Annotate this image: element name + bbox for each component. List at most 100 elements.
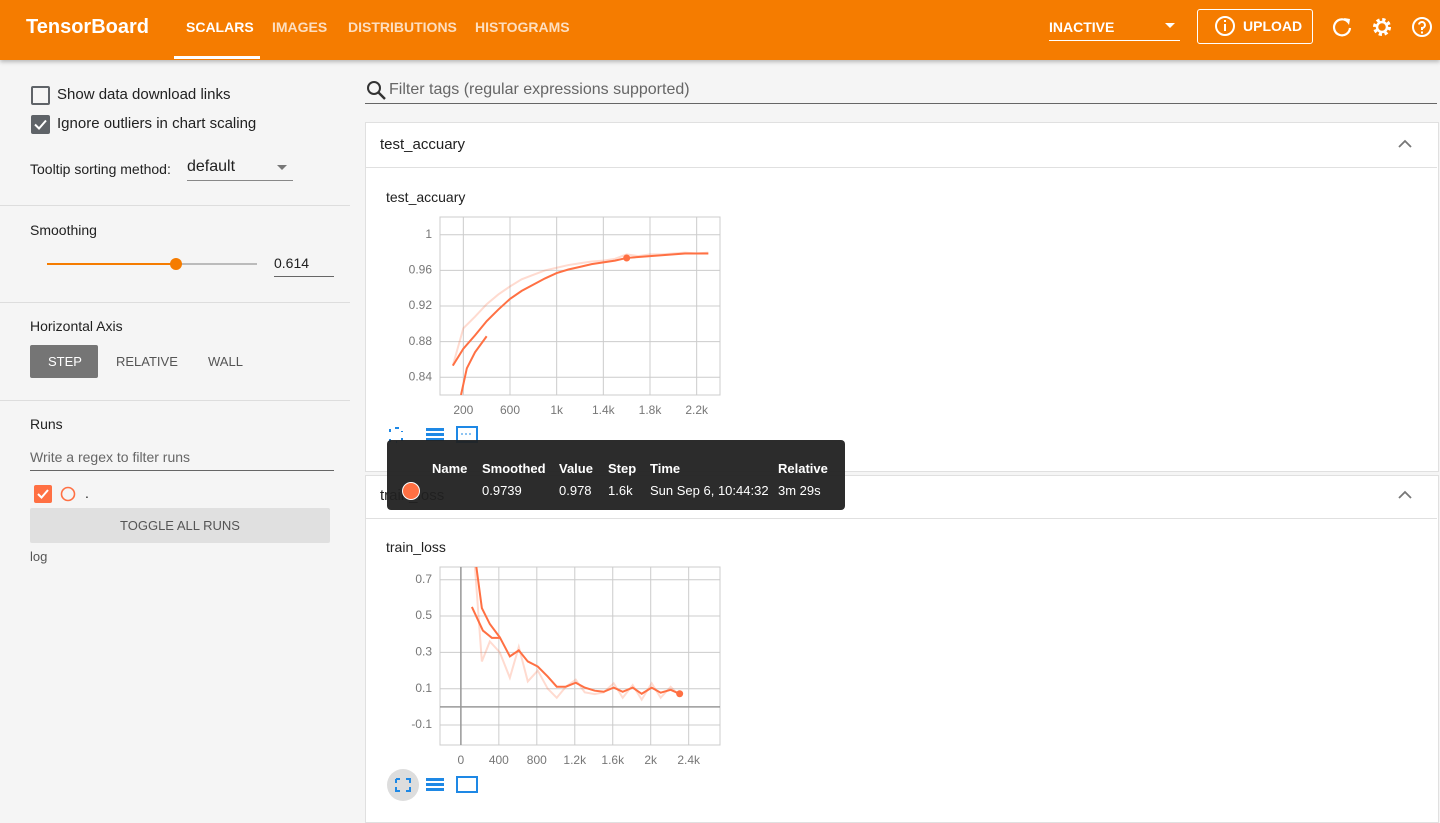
run-name: . <box>85 485 89 501</box>
x-tick-label: 0 <box>458 753 465 767</box>
divider <box>0 302 350 303</box>
input-underline <box>30 470 334 471</box>
tooltip-header: Time <box>650 461 681 476</box>
search-icon <box>367 81 386 100</box>
axis-option[interactable]: WALL <box>208 354 243 369</box>
help-icon[interactable] <box>1411 16 1433 38</box>
axis-option[interactable]: RELATIVE <box>116 354 178 369</box>
y-tick-label: 0.92 <box>409 298 433 312</box>
tab-indicator <box>174 56 260 59</box>
y-tick-label: 0.88 <box>409 334 433 348</box>
chart: 200 600 1k 1.4k 1.8k 2.2k 0.84 0.88 0.92 0.96 1 <box>409 216 721 417</box>
line-series <box>473 567 681 702</box>
x-tick-label: 200 <box>453 403 473 417</box>
run-mode[interactable]: INACTIVE <box>1049 19 1115 35</box>
line-series <box>475 567 681 695</box>
chart-title: test_accuary <box>386 189 466 205</box>
toggle-all-label[interactable]: TOGGLE ALL RUNS <box>120 518 240 533</box>
line-series <box>451 251 709 366</box>
x-tick-label: 2k <box>644 753 658 767</box>
tooltip: Name Smoothed Value Step Time Relative 0… <box>387 440 845 510</box>
settings-icon[interactable] <box>1371 16 1393 38</box>
slider-fill <box>47 263 176 265</box>
x-tick-label: 1.2k <box>563 753 587 767</box>
tooltip-header: Name <box>432 461 468 476</box>
runs-filter[interactable]: Write a regex to filter runs <box>30 449 191 465</box>
y-tick-label: -0.1 <box>411 717 432 731</box>
x-tick-label: 1k <box>550 403 564 417</box>
y-tick-label: 0.3 <box>415 645 432 659</box>
tab[interactable]: SCALARS <box>186 19 254 35</box>
tooltip-cell: Sun Sep 6, 10:44:32 <box>650 483 769 498</box>
card-divider <box>365 518 1437 519</box>
card-divider <box>365 167 1437 168</box>
y-tick-label: 0.7 <box>415 572 432 586</box>
card <box>365 475 1439 823</box>
dropdown-underline <box>1049 40 1180 41</box>
y-tick-label: 0.96 <box>409 263 433 277</box>
tooltip-cell: 1.6k <box>608 483 633 498</box>
refresh-icon[interactable] <box>1331 16 1353 38</box>
tooltip-header: Smoothed <box>482 461 546 476</box>
log-dir: log <box>30 549 48 564</box>
tooltip-sort-value[interactable]: default <box>187 158 236 175</box>
line-series <box>451 252 709 367</box>
y-tick-label: 1 <box>425 227 432 241</box>
divider <box>0 400 350 401</box>
tooltip-header: Relative <box>778 461 828 476</box>
input-underline <box>365 103 1437 104</box>
x-tick-label: 800 <box>527 753 547 767</box>
checkbox-label: Ignore outliers in chart scaling <box>57 115 257 132</box>
tooltip-header: Value <box>559 461 593 476</box>
axis-label: Horizontal Axis <box>30 318 123 334</box>
y-tick-label: 0.1 <box>415 681 432 695</box>
run-checkbox[interactable] <box>34 485 52 503</box>
run-color[interactable] <box>60 486 76 502</box>
x-tick-label: 2.2k <box>685 403 709 417</box>
tooltip-sort-label: Tooltip sorting method: <box>30 161 171 177</box>
tab[interactable]: DISTRIBUTIONS <box>348 19 457 35</box>
chart: 0 400 800 1.2k 1.6k 2k 2.4k -0.1 0.1 0.3 0.5 0.7 <box>411 566 721 767</box>
tab[interactable]: HISTOGRAMS <box>475 19 570 35</box>
last-point <box>676 690 684 698</box>
dropdown-arrow <box>1165 23 1175 28</box>
card-title[interactable]: test_accuary <box>380 136 466 153</box>
axis-button-selected[interactable] <box>30 345 98 378</box>
axis-option[interactable]: STEP <box>48 354 82 369</box>
tooltip-header: Step <box>608 461 637 476</box>
upload-button[interactable] <box>1197 9 1313 44</box>
collapse-icon[interactable] <box>1398 139 1412 149</box>
tooltip-cell: 0.978 <box>559 483 592 498</box>
x-tick-label: 1.8k <box>639 403 663 417</box>
top-bar <box>0 0 1440 60</box>
y-tick-label: 0.5 <box>415 608 432 622</box>
chart-actions <box>387 769 478 801</box>
dropdown-underline <box>187 180 293 181</box>
checkbox-label: Show data download links <box>57 86 231 103</box>
line-series <box>460 335 488 395</box>
x-tick-label: 400 <box>489 753 509 767</box>
x-tick-label: 2.4k <box>677 753 701 767</box>
tab[interactable]: IMAGES <box>272 19 328 35</box>
app-title: TensorBoard <box>26 16 149 38</box>
toggle-all-button[interactable] <box>30 508 330 543</box>
x-tick-label: 1.4k <box>592 403 616 417</box>
tooltip-cell: 0.9739 <box>482 483 522 498</box>
slider-knob[interactable] <box>169 258 182 270</box>
tag-filter[interactable]: Filter tags (regular expressions support… <box>389 81 690 98</box>
divider <box>0 205 350 206</box>
smoothing-value[interactable]: 0.614 <box>274 255 310 271</box>
plot-area <box>439 566 721 746</box>
checkbox-checked[interactable] <box>31 115 50 134</box>
upload-label[interactable]: UPLOAD <box>1243 18 1303 34</box>
collapse-icon[interactable] <box>1398 490 1412 500</box>
card <box>365 122 1439 472</box>
smoothing-label: Smoothing <box>30 222 97 238</box>
hover-point <box>623 254 631 262</box>
chart-title: train_loss <box>386 539 446 555</box>
tooltip-cell: 3m 29s <box>778 483 821 498</box>
info-icon <box>1215 16 1235 36</box>
x-tick-label: 600 <box>500 403 520 417</box>
line-series <box>470 606 500 639</box>
checkbox[interactable] <box>31 86 50 105</box>
